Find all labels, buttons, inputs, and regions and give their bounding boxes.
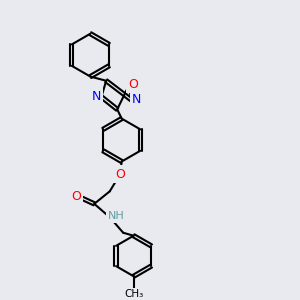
Text: NH: NH — [108, 211, 125, 221]
Text: N: N — [132, 93, 141, 106]
Text: N: N — [92, 90, 101, 104]
Text: O: O — [115, 167, 125, 181]
Text: O: O — [71, 190, 81, 203]
Text: O: O — [128, 77, 138, 91]
Text: CH₃: CH₃ — [124, 289, 143, 299]
